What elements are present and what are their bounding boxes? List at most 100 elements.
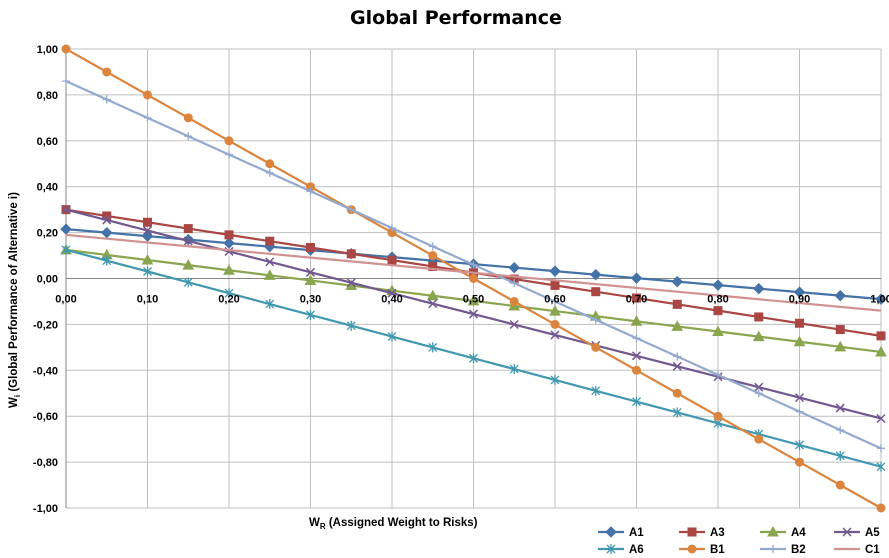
y-tick-label: 1,00 xyxy=(37,44,58,56)
series-b1 xyxy=(61,44,886,513)
legend-item-a4: A4 xyxy=(760,525,806,539)
data-point-a3 xyxy=(306,243,315,253)
data-point-a6 xyxy=(509,364,519,375)
data-point-a4 xyxy=(304,274,317,285)
data-point-a3 xyxy=(876,331,886,341)
data-point-b1 xyxy=(550,319,560,329)
legend-item-a6: A6 xyxy=(598,544,644,556)
legend-item-a1: A1 xyxy=(598,526,644,539)
data-point-a6 xyxy=(876,461,886,472)
data-point-a6 xyxy=(591,385,601,396)
series-b2 xyxy=(62,77,885,453)
data-point-a5 xyxy=(102,215,112,225)
data-point-b2 xyxy=(428,242,437,251)
data-point-a3 xyxy=(143,217,152,227)
data-point-b2 xyxy=(102,95,111,104)
data-point-a6 xyxy=(469,353,478,364)
data-point-a6 xyxy=(61,244,71,255)
data-point-a6 xyxy=(265,299,275,310)
data-point-b2 xyxy=(510,279,519,288)
data-point-a5 xyxy=(631,351,642,361)
data-point-a5 xyxy=(387,288,397,298)
data-point-a1 xyxy=(101,226,113,239)
data-point-a4 xyxy=(793,335,806,347)
legend-label-a3: A3 xyxy=(710,527,725,539)
data-point-b2 xyxy=(184,132,193,141)
data-point-a3 xyxy=(550,280,560,290)
legend-item-c1: C1 xyxy=(834,544,880,556)
data-point-b1 xyxy=(224,136,234,146)
data-point-a6 xyxy=(306,309,315,320)
data-point-b1 xyxy=(754,434,764,444)
data-point-a3 xyxy=(428,261,438,271)
data-point-b2 xyxy=(347,205,356,214)
y-tick-label: -0,20 xyxy=(33,319,58,331)
series-line-c1 xyxy=(65,233,882,312)
data-point-b1 xyxy=(795,457,804,467)
legend-label-a4: A4 xyxy=(791,527,806,539)
data-point-b2 xyxy=(673,352,682,361)
data-point-a1 xyxy=(712,279,724,291)
data-point-b1 xyxy=(61,44,71,54)
data-point-b1 xyxy=(183,113,193,123)
data-point-a5 xyxy=(794,393,805,403)
legend-marker-a1 xyxy=(605,526,617,538)
data-point-a5 xyxy=(835,403,845,413)
data-point-a3 xyxy=(183,224,193,234)
x-axis-label: WR (Assigned Weight to Risks) xyxy=(309,517,478,531)
data-point-a3 xyxy=(632,293,641,303)
data-point-a5 xyxy=(754,382,764,392)
data-point-b1 xyxy=(591,342,601,352)
data-point-a3 xyxy=(754,312,764,322)
data-point-a1 xyxy=(223,237,235,249)
data-point-a6 xyxy=(632,396,641,407)
data-point-a5 xyxy=(265,257,275,267)
x-tick-label: 1,00 xyxy=(870,294,889,306)
data-point-a4 xyxy=(671,320,684,331)
data-point-b2 xyxy=(469,260,478,269)
data-point-b1 xyxy=(469,274,478,283)
data-point-a4 xyxy=(141,253,154,265)
data-point-b1 xyxy=(428,251,438,261)
series-c1 xyxy=(65,233,882,312)
legend-marker-a3 xyxy=(687,527,697,537)
data-point-a5 xyxy=(61,205,71,215)
data-point-a5 xyxy=(346,278,356,288)
data-point-a4 xyxy=(467,294,480,306)
data-point-a4 xyxy=(223,264,235,275)
data-point-a6 xyxy=(387,331,397,342)
data-point-b2 xyxy=(795,407,804,416)
data-point-b1 xyxy=(713,411,723,421)
x-tick-label: 0,40 xyxy=(381,294,402,306)
data-point-b2 xyxy=(265,168,274,177)
y-tick-label: -0,60 xyxy=(33,411,58,423)
x-tick-label: 0,50 xyxy=(463,294,484,306)
data-point-a1 xyxy=(590,268,602,281)
data-point-a3 xyxy=(591,287,601,297)
legend-item-a5: A5 xyxy=(834,527,880,539)
data-point-b2 xyxy=(143,113,152,122)
data-point-a6 xyxy=(102,255,112,266)
data-point-a6 xyxy=(428,342,438,353)
data-point-a4 xyxy=(875,345,887,357)
x-tick-label: 0,20 xyxy=(218,294,239,306)
data-point-a4 xyxy=(549,305,561,316)
x-tick-label: 0,00 xyxy=(55,294,76,306)
legend-item-a3: A3 xyxy=(679,527,725,539)
data-point-a3 xyxy=(387,255,397,265)
data-point-b2 xyxy=(714,370,722,379)
x-tick-label: 0,30 xyxy=(300,294,321,306)
data-point-b2 xyxy=(591,315,600,324)
data-point-b1 xyxy=(265,159,275,169)
data-point-b2 xyxy=(225,150,233,159)
data-point-a3 xyxy=(265,236,275,246)
data-point-a1 xyxy=(549,265,561,277)
y-tick-label: -0,80 xyxy=(33,457,58,469)
legend-marker-a4 xyxy=(767,525,779,537)
data-point-b1 xyxy=(672,388,682,398)
data-point-a5 xyxy=(550,330,560,340)
x-tick-label: 0,10 xyxy=(137,294,158,306)
legend-label-a6: A6 xyxy=(629,544,644,556)
legend-label-c1: C1 xyxy=(865,544,880,556)
